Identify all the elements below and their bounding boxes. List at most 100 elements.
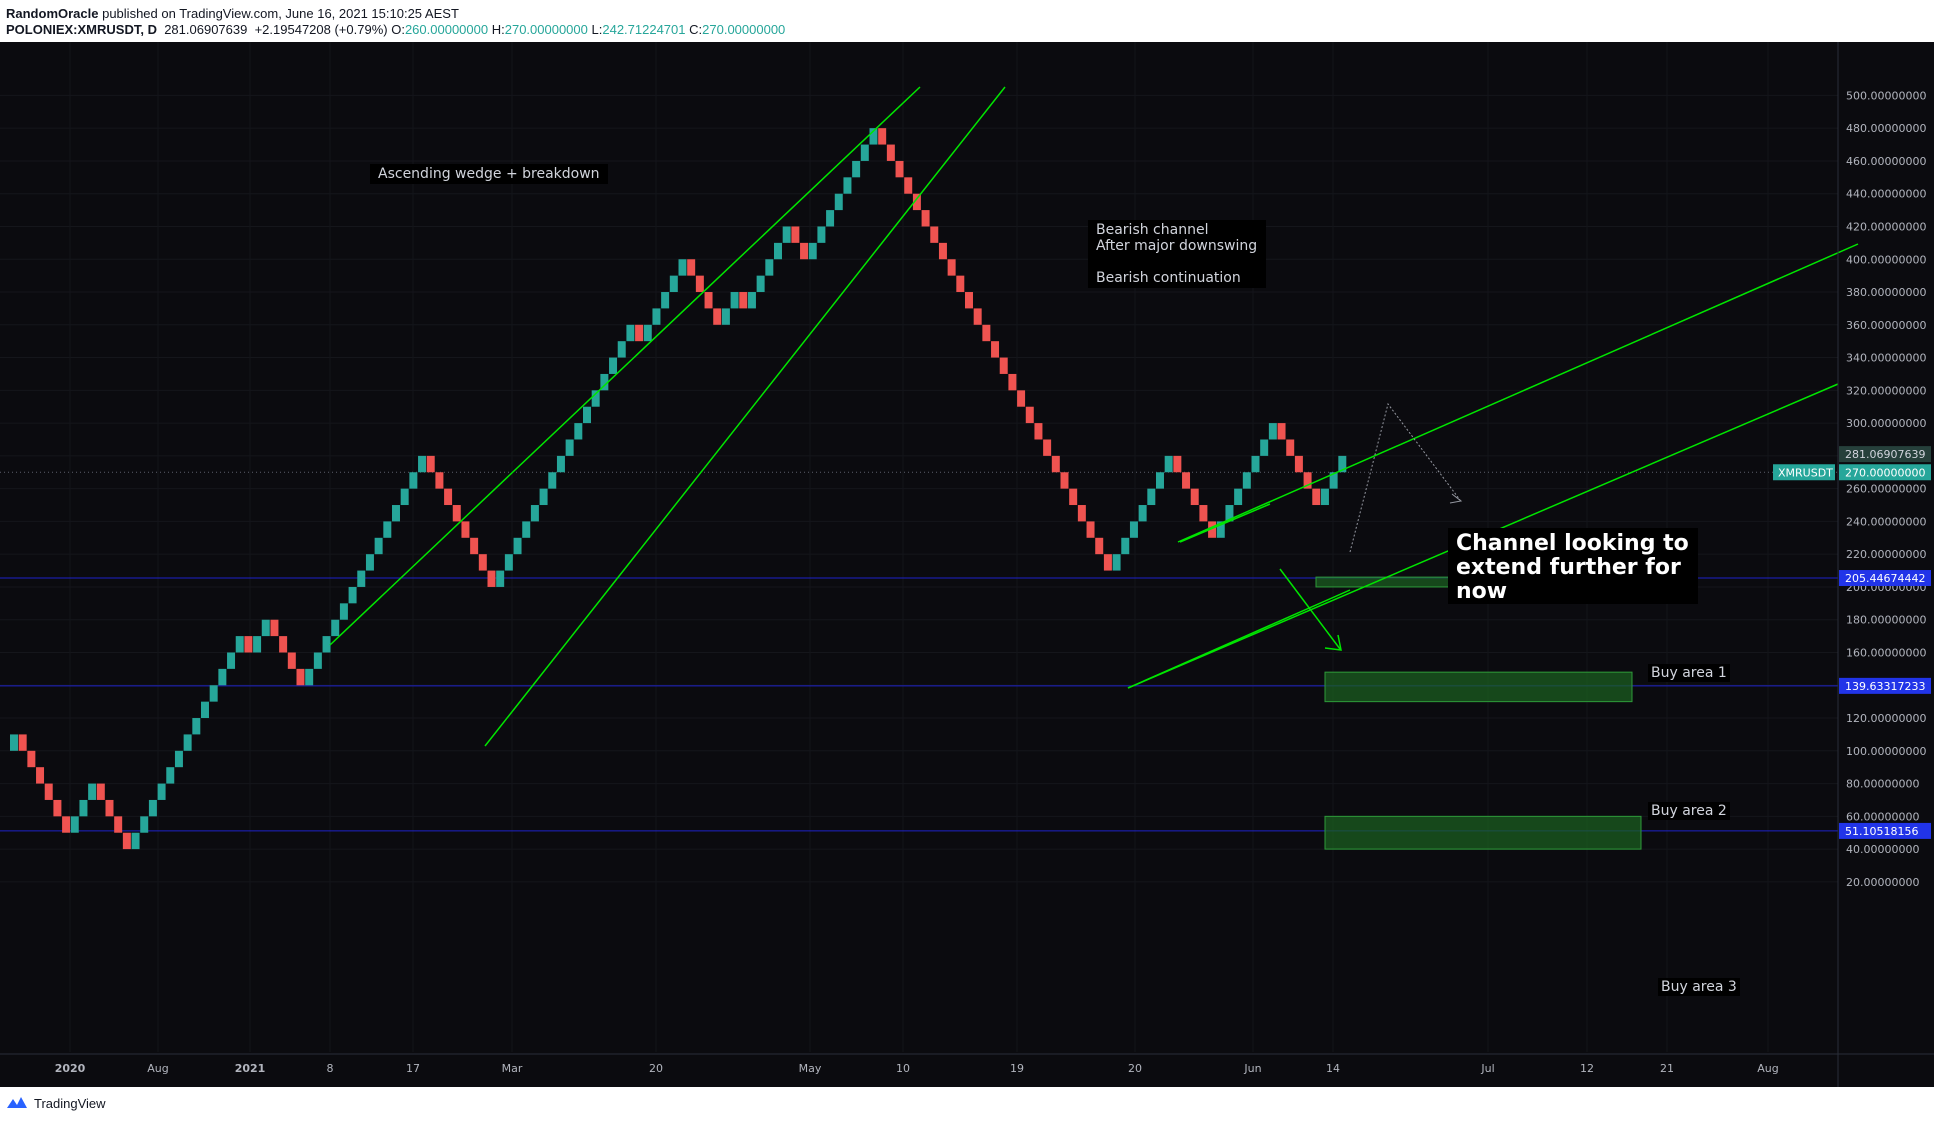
brick-down bbox=[105, 799, 114, 817]
brand-name: TradingView bbox=[34, 1095, 106, 1111]
brick-up bbox=[817, 226, 826, 243]
level-price-tag: 139.63317233 bbox=[1845, 680, 1925, 693]
brick-up bbox=[574, 423, 583, 440]
brick-down bbox=[878, 128, 887, 145]
brick-up bbox=[609, 357, 618, 374]
price-tick-label: 60.00000000 bbox=[1846, 810, 1919, 823]
brick-up bbox=[669, 275, 678, 293]
brick-down bbox=[1199, 505, 1208, 522]
brick-up bbox=[765, 259, 774, 276]
time-tick-label: 20 bbox=[649, 1062, 663, 1075]
brick-up bbox=[774, 242, 782, 260]
price-level-lines bbox=[0, 471, 1838, 832]
brick-up bbox=[522, 521, 531, 538]
brick-down bbox=[635, 324, 644, 342]
last-price-tag: 281.06907639 bbox=[1845, 448, 1925, 461]
brick-up bbox=[183, 734, 192, 751]
time-tick-label: Mar bbox=[502, 1062, 523, 1075]
brick-down bbox=[1025, 406, 1034, 424]
price-tick-label: 340.00000000 bbox=[1846, 352, 1926, 365]
brick-up bbox=[418, 455, 427, 473]
footer: TradingView bbox=[0, 1087, 1934, 1121]
brick-down bbox=[1077, 505, 1086, 522]
brick-down bbox=[96, 783, 105, 800]
brick-down bbox=[122, 832, 131, 850]
brick-down bbox=[1173, 455, 1182, 473]
brick-up bbox=[261, 619, 270, 637]
author-name[interactable]: RandomOracle bbox=[6, 6, 99, 21]
brick-down bbox=[1190, 488, 1199, 506]
brick-down bbox=[687, 259, 696, 276]
brick-up bbox=[1260, 439, 1269, 456]
annotation-channel-extend[interactable]: Channel looking to extend further for no… bbox=[1448, 528, 1698, 604]
symbol-tag: XMRUSDT bbox=[1778, 466, 1833, 479]
brick-down bbox=[1060, 472, 1069, 489]
trend-line bbox=[1177, 243, 1859, 543]
brick-up bbox=[374, 537, 383, 555]
trend-lines bbox=[329, 86, 1859, 747]
brick-up bbox=[808, 242, 817, 260]
brick-down bbox=[713, 308, 722, 325]
annotation-bearish-channel[interactable]: Bearish channel After major downswing Be… bbox=[1088, 220, 1266, 288]
brick-up bbox=[166, 767, 175, 784]
buy-area-3-label[interactable]: Buy area 3 bbox=[1658, 978, 1740, 996]
brick-up bbox=[253, 636, 262, 653]
buy-zone bbox=[1324, 815, 1642, 850]
price-tick-label: 20.00000000 bbox=[1846, 876, 1919, 889]
brick-up bbox=[70, 816, 79, 833]
brick-down bbox=[36, 767, 45, 784]
tradingview-brand[interactable]: TradingView bbox=[6, 1095, 106, 1111]
price-tick-label: 260.00000000 bbox=[1846, 483, 1926, 496]
annotation-wedge[interactable]: Ascending wedge + breakdown bbox=[370, 164, 608, 184]
renko-chart[interactable]: 20.00000000 40.00000000 60.00000000 80.0000… bbox=[0, 42, 1934, 1087]
buy-area-1-label[interactable]: Buy area 1 bbox=[1648, 664, 1730, 682]
brick-down bbox=[704, 292, 713, 309]
high-value: 270.00000000 bbox=[504, 22, 588, 37]
brick-up bbox=[661, 292, 670, 309]
tradingview-logo-icon bbox=[7, 1097, 27, 1108]
brick-up bbox=[339, 603, 348, 620]
time-tick-label: 2021 bbox=[235, 1062, 266, 1075]
brick-down bbox=[44, 783, 53, 800]
brick-up bbox=[348, 586, 357, 604]
brick-up bbox=[227, 652, 236, 669]
brick-down bbox=[1069, 488, 1078, 506]
price-tick-label: 100.00000000 bbox=[1846, 745, 1926, 758]
brick-down bbox=[895, 160, 904, 178]
brick-up bbox=[392, 505, 400, 522]
brick-down bbox=[956, 275, 965, 293]
brick-down bbox=[244, 636, 253, 653]
brick-up bbox=[530, 505, 539, 522]
level-price-tag-bg bbox=[1839, 677, 1931, 694]
brick-up bbox=[1147, 488, 1156, 506]
time-tick-label: 12 bbox=[1580, 1062, 1594, 1075]
time-tick-label: 2020 bbox=[55, 1062, 86, 1075]
time-axis[interactable]: 2020 Aug 2021 8 17 Mar 20 May 10 19 20 Jun 14 Jul 12 21… bbox=[0, 1053, 1934, 1075]
chart-area[interactable]: 20.00000000 40.00000000 60.00000000 80.0000… bbox=[0, 42, 1934, 1087]
brick-up bbox=[843, 177, 852, 194]
brick-up bbox=[539, 488, 548, 506]
brick-down bbox=[965, 292, 973, 309]
brick-up bbox=[157, 783, 166, 800]
trend-line bbox=[329, 86, 921, 646]
brick-down bbox=[478, 554, 487, 571]
brick-up bbox=[1225, 505, 1234, 522]
brick-down bbox=[270, 619, 279, 637]
price-axis[interactable]: 20.00000000 40.00000000 60.00000000 80.0000… bbox=[1837, 42, 1926, 1087]
brick-up bbox=[218, 668, 227, 686]
brick-up bbox=[678, 259, 687, 276]
brick-down bbox=[1034, 423, 1043, 440]
brick-down bbox=[938, 242, 947, 260]
brick-up bbox=[409, 472, 418, 489]
brick-up bbox=[140, 816, 149, 833]
price-tick-label: 300.00000000 bbox=[1846, 417, 1926, 430]
price-tick-label: 120.00000000 bbox=[1846, 712, 1926, 725]
close-value: 270.00000000 bbox=[702, 22, 786, 37]
brick-up bbox=[209, 685, 218, 702]
brick-up bbox=[148, 799, 157, 817]
brick-up bbox=[331, 619, 340, 637]
symbol-label: POLONIEX:XMRUSDT, D bbox=[6, 22, 157, 37]
buy-area-2-label[interactable]: Buy area 2 bbox=[1648, 802, 1730, 820]
price-tick-label: 320.00000000 bbox=[1846, 384, 1926, 397]
brick-down bbox=[18, 734, 27, 751]
